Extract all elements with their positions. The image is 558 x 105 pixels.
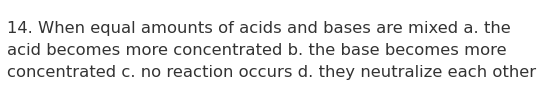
Text: 14. When equal amounts of acids and bases are mixed a. the
acid becomes more con: 14. When equal amounts of acids and base… [7,21,536,80]
